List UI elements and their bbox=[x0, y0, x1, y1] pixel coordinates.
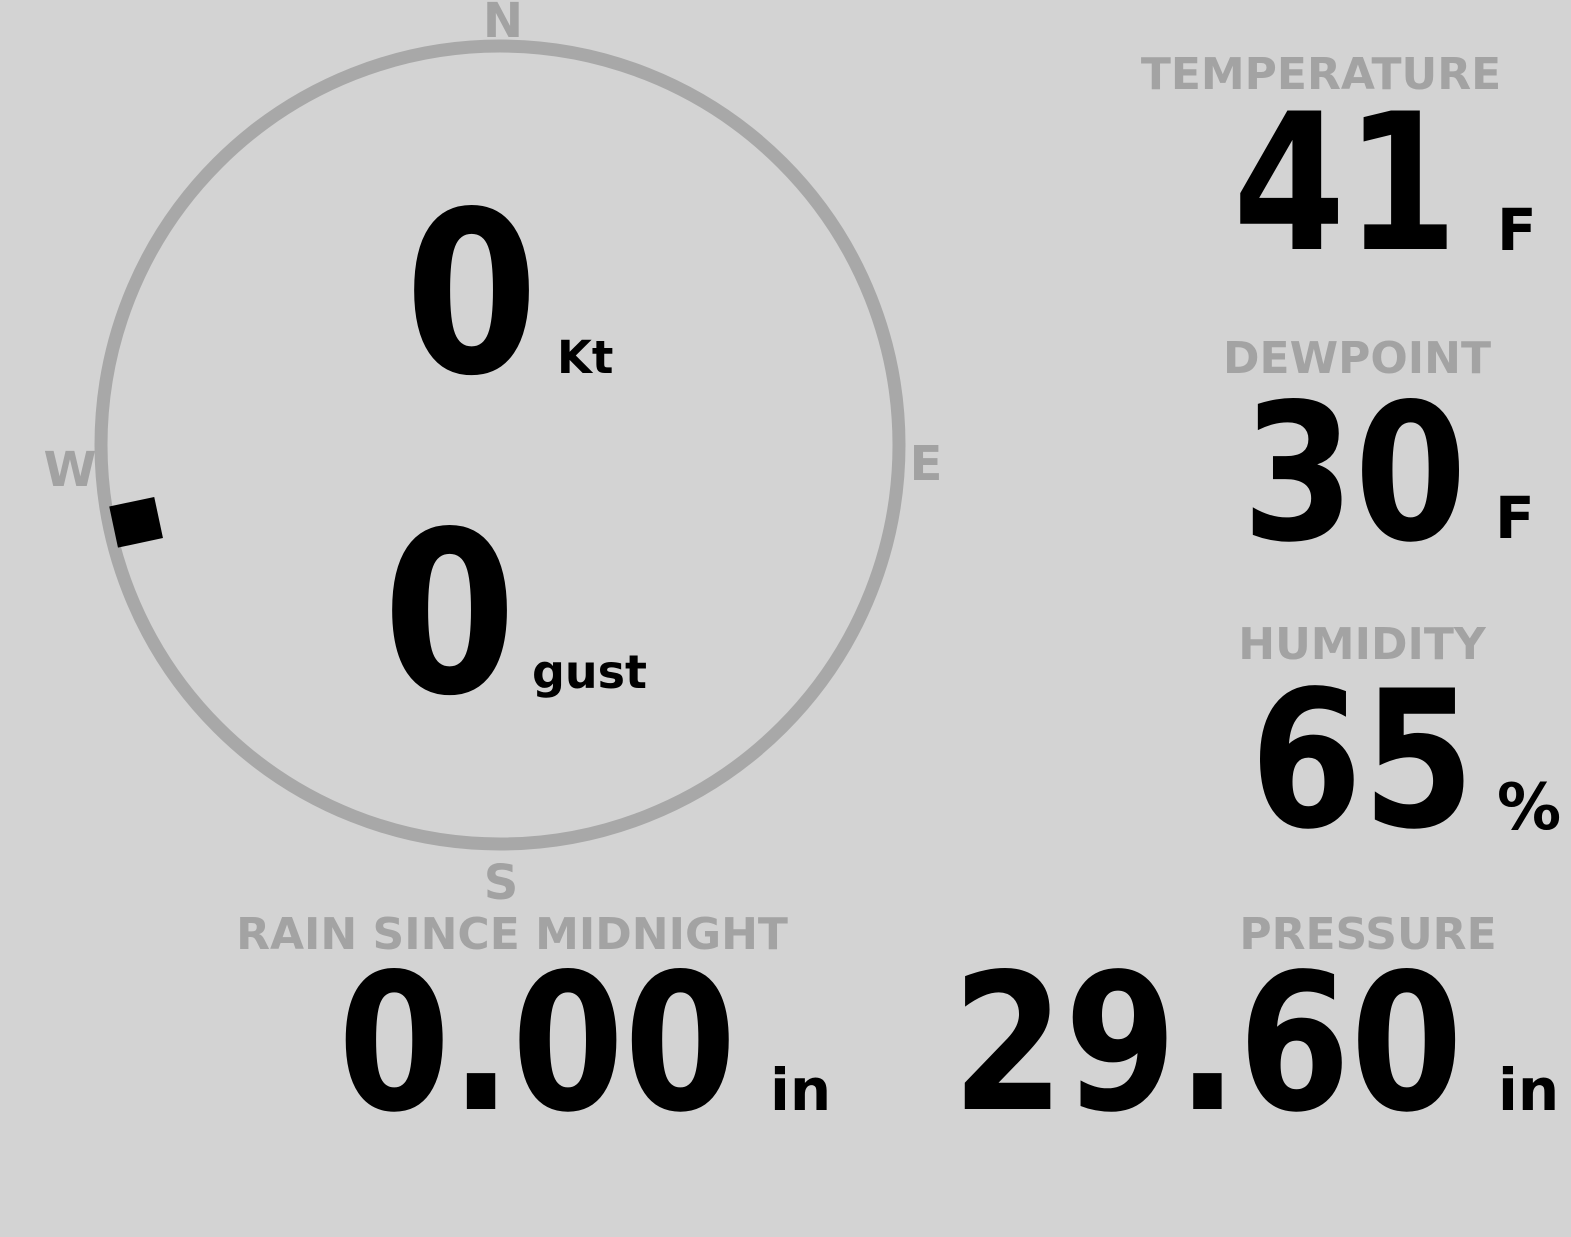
rain-since-midnight-value: 0.00 bbox=[338, 933, 737, 1154]
dewpoint-unit: F bbox=[1495, 484, 1535, 552]
temperature-label: TEMPERATURE bbox=[1140, 49, 1502, 100]
pressure-unit: in bbox=[1498, 1056, 1560, 1124]
temperature-unit: F bbox=[1497, 196, 1537, 264]
wind-speed-unit: Kt bbox=[557, 331, 614, 384]
wind-gust-unit: gust bbox=[532, 645, 648, 699]
temperature-value: 41 bbox=[1233, 73, 1458, 294]
dewpoint-value: 30 bbox=[1242, 363, 1467, 584]
pressure-value: 29.60 bbox=[952, 933, 1463, 1154]
compass-north-label: N bbox=[482, 0, 524, 49]
dewpoint-label: DEWPOINT bbox=[1223, 333, 1491, 384]
rain-since-midnight-unit: in bbox=[770, 1056, 832, 1124]
compass-ring-icon bbox=[94, 39, 906, 851]
wind-compass bbox=[94, 39, 906, 851]
humidity-label: HUMIDITY bbox=[1238, 619, 1486, 670]
humidity-unit: % bbox=[1497, 771, 1562, 845]
humidity-value: 65 bbox=[1250, 650, 1475, 871]
wind-gust-value: 0 bbox=[383, 484, 517, 746]
compass-east-label: E bbox=[909, 436, 943, 492]
rain-since-midnight-label: RAIN SINCE MIDNIGHT bbox=[236, 909, 788, 960]
compass-west-label: W bbox=[43, 442, 97, 498]
wind-speed-value: 0 bbox=[405, 164, 539, 426]
pressure-label: PRESSURE bbox=[1239, 909, 1497, 960]
wind-direction-marker bbox=[109, 496, 163, 548]
compass-south-label: S bbox=[483, 855, 519, 911]
